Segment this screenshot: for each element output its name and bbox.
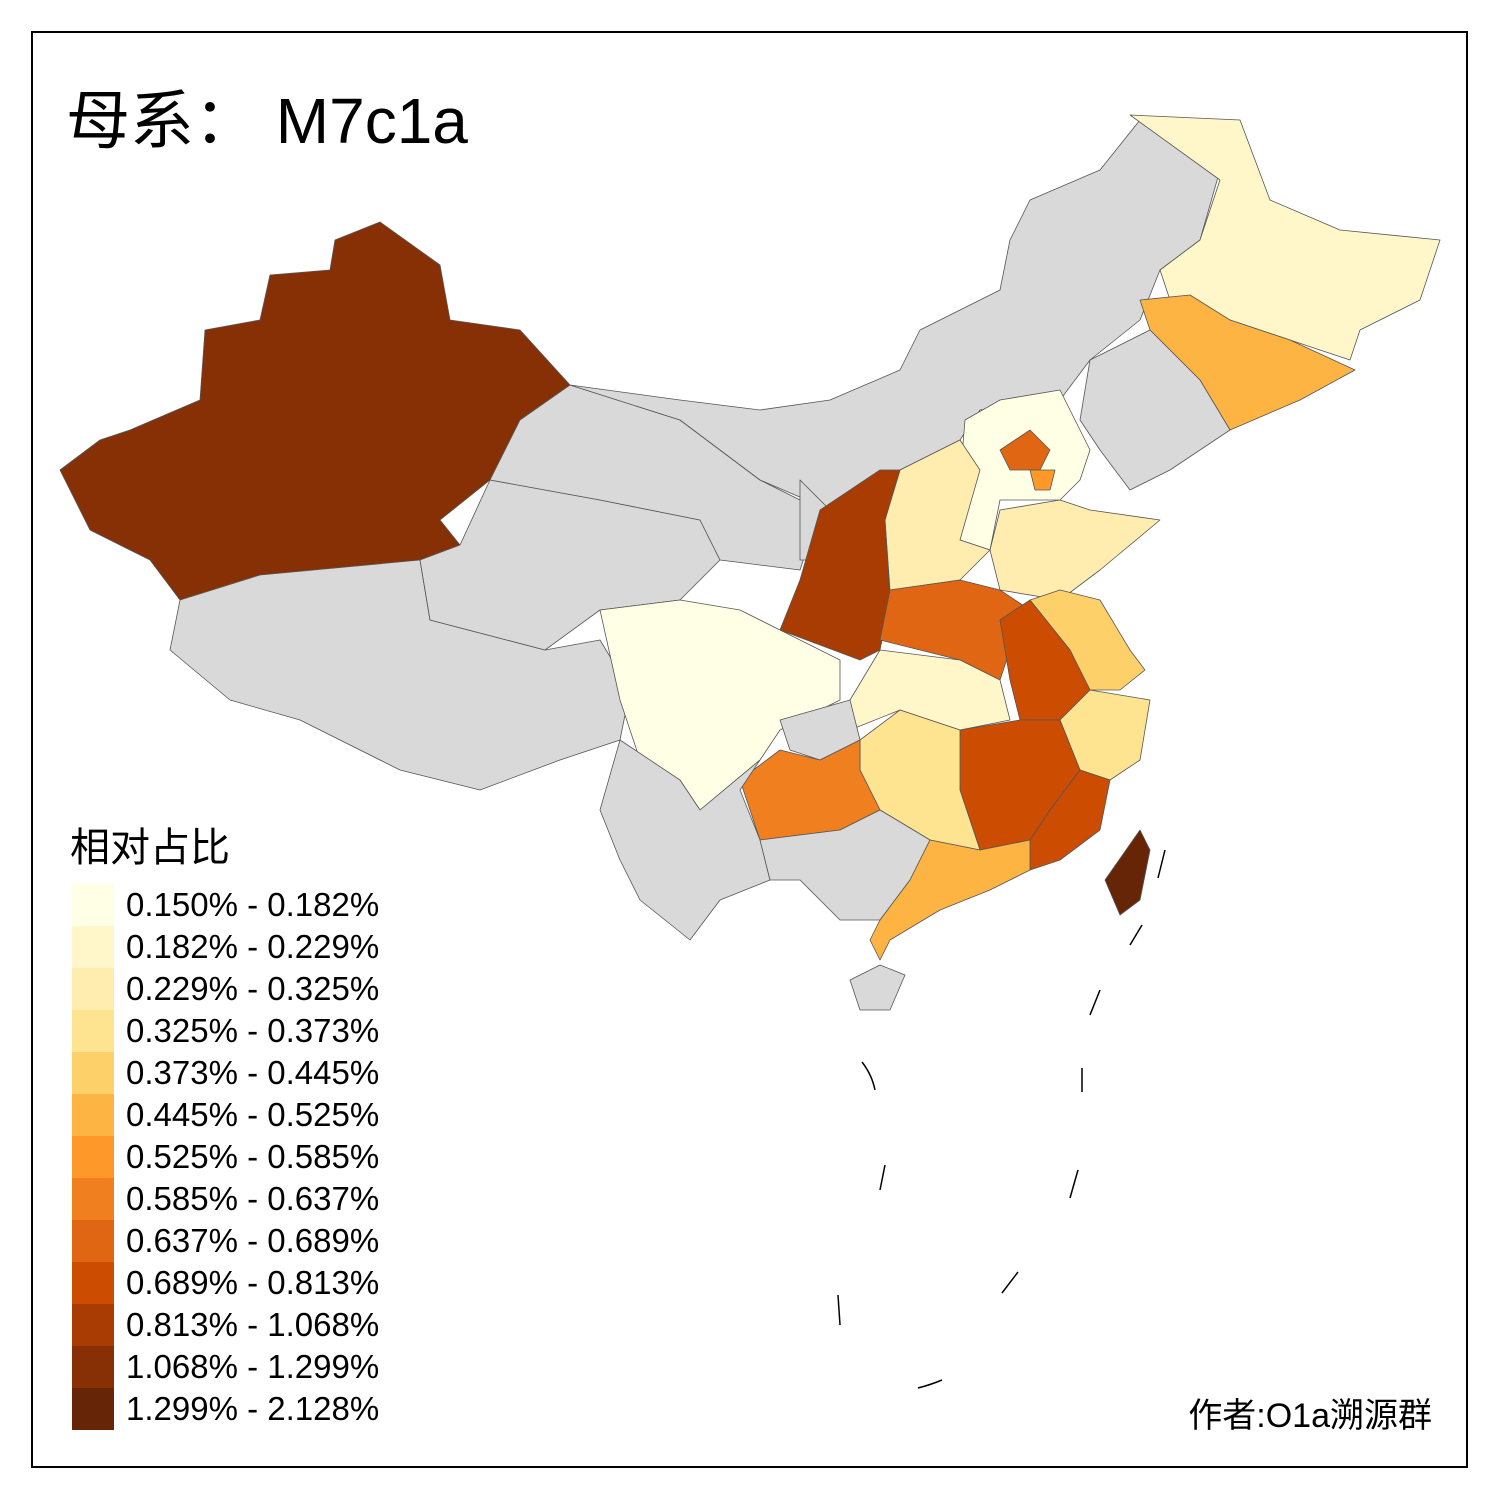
region-liaoning[interactable]: [1079, 329, 1231, 491]
legend-label: 0.229% - 0.325%: [126, 970, 380, 1007]
legend-label: 1.299% - 2.128%: [126, 1390, 380, 1427]
legend-item: 1.299% - 2.128%: [72, 1388, 379, 1430]
legend-swatch: [72, 1178, 114, 1220]
legend-item: 0.182% - 0.229%: [72, 926, 379, 968]
legend-label: 0.689% - 0.813%: [126, 1264, 380, 1301]
legend-label: 0.585% - 0.637%: [126, 1180, 380, 1217]
region-tianjin[interactable]: [1029, 469, 1056, 491]
legend-swatch: [72, 1220, 114, 1262]
legend-swatch: [72, 1136, 114, 1178]
legend-label: 1.068% - 1.299%: [126, 1348, 380, 1385]
legend-item: 0.637% - 0.689%: [72, 1220, 379, 1262]
region-heilongjiang[interactable]: [1129, 114, 1441, 361]
legend-label: 0.445% - 0.525%: [126, 1096, 380, 1133]
legend-item: 0.325% - 0.373%: [72, 1010, 379, 1052]
legend-item: 0.150% - 0.182%: [72, 884, 379, 926]
legend-swatch: [72, 1388, 114, 1430]
legend-item: 0.373% - 0.445%: [72, 1052, 379, 1094]
legend-swatch: [72, 1262, 114, 1304]
legend-label: 0.150% - 0.182%: [126, 886, 380, 923]
legend-item: 0.445% - 0.525%: [72, 1094, 379, 1136]
legend-swatch: [72, 1094, 114, 1136]
title-haplogroup: M7c1a: [275, 85, 468, 157]
region-beijing[interactable]: [999, 429, 1051, 471]
legend-swatch: [72, 884, 114, 926]
region-hubei[interactable]: [849, 649, 1011, 731]
region-shandong[interactable]: [989, 499, 1161, 601]
legend-item: 0.525% - 0.585%: [72, 1136, 379, 1178]
legend-label: 0.373% - 0.445%: [126, 1054, 380, 1091]
legend-swatch: [72, 926, 114, 968]
legend-swatch: [72, 1052, 114, 1094]
legend-label: 0.637% - 0.689%: [126, 1222, 380, 1259]
legend-swatch: [72, 1346, 114, 1388]
region-guangdong[interactable]: [869, 839, 1031, 961]
legend-item: 0.813% - 1.068%: [72, 1304, 379, 1346]
legend-item: 1.068% - 1.299%: [72, 1346, 379, 1388]
region-taiwan[interactable]: [1104, 829, 1151, 916]
south-china-sea-islands: [837, 849, 1166, 1389]
legend-item: 0.585% - 0.637%: [72, 1178, 379, 1220]
legend-item: 0.229% - 0.325%: [72, 968, 379, 1010]
legend-label: 0.325% - 0.373%: [126, 1012, 380, 1049]
legend-swatch: [72, 1010, 114, 1052]
legend-label: 0.525% - 0.585%: [126, 1138, 380, 1175]
legend-label: 0.813% - 1.068%: [126, 1306, 380, 1343]
legend-label: 0.182% - 0.229%: [126, 928, 380, 965]
legend-swatch: [72, 968, 114, 1010]
map-frame: [31, 31, 1468, 1468]
legend-title: 相对占比: [70, 825, 230, 871]
author-credit: 作者:O1a溯源群: [1188, 1397, 1432, 1435]
legend-swatch: [72, 1304, 114, 1346]
map-title: 母系： M7c1a: [66, 70, 468, 162]
region-hainan[interactable]: [849, 964, 906, 1011]
title-prefix: 母系：: [66, 85, 258, 159]
legend-item: 0.689% - 0.813%: [72, 1262, 379, 1304]
legend: 0.150% - 0.182% 0.182% - 0.229% 0.229% - 0…: [72, 884, 379, 1430]
